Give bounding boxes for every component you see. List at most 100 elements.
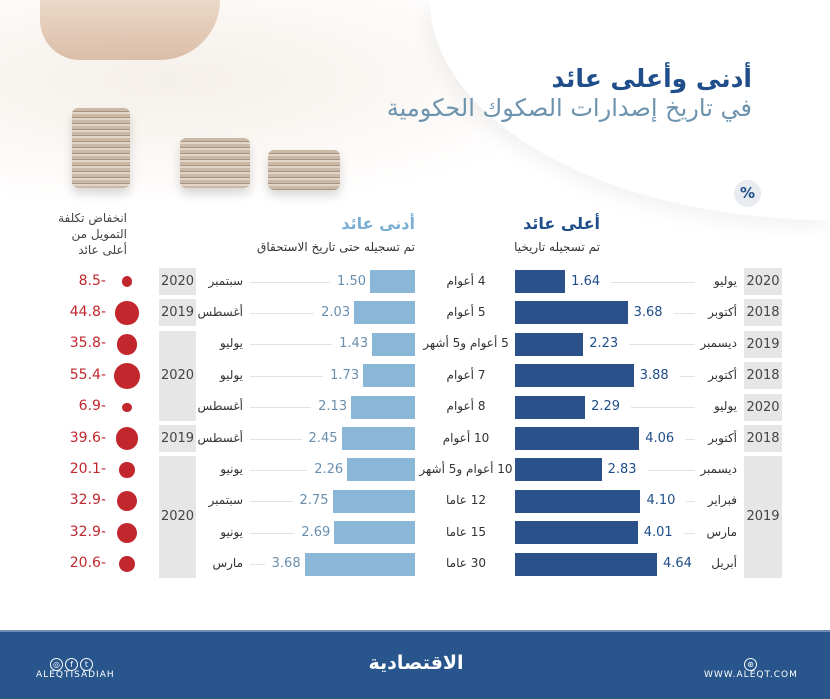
- lowest-bar: [370, 270, 415, 293]
- hand-image: [40, 0, 220, 60]
- highest-bar: [515, 521, 638, 545]
- decline-dot: [113, 362, 141, 389]
- instagram-icon[interactable]: ◎: [50, 658, 63, 671]
- decline-header: انخفاض تكلفة التمويل من أعلى عائد: [58, 210, 127, 258]
- year-label: 2020: [744, 268, 782, 295]
- lowest-value: 1.50: [337, 273, 366, 289]
- decline-dot: [115, 427, 138, 450]
- coin-stack: [72, 108, 130, 188]
- highest-month: مارس: [706, 524, 737, 539]
- twitter-icon[interactable]: t: [80, 658, 93, 671]
- maturity-label: 5 أعوام و5 أشهر: [423, 336, 509, 351]
- highest-month: ديسمبر: [700, 336, 737, 351]
- maturity-label: 12 عاما: [446, 493, 486, 508]
- facebook-icon[interactable]: f: [65, 658, 78, 671]
- lowest-month: سبتمبر: [208, 273, 243, 288]
- leader-line: [250, 312, 315, 314]
- lowest-bar: [354, 301, 415, 325]
- leader-line: [250, 438, 302, 440]
- leader-line: [685, 438, 695, 440]
- decline-dot: [119, 462, 135, 478]
- social-handle[interactable]: ALEQTISADIAH: [36, 670, 115, 680]
- maturity-label: 7 أعوام: [446, 367, 486, 382]
- highest-bar: [515, 332, 584, 356]
- lowest-bar: [334, 521, 415, 545]
- lowest-bar: [363, 364, 415, 388]
- decline-dot: [115, 301, 139, 325]
- leader-line: [683, 532, 695, 534]
- decline-value: 20.6-: [69, 555, 106, 572]
- decline-dot: [121, 276, 133, 287]
- lowest-header: أدنى عائد: [341, 214, 415, 233]
- leader-line: [250, 407, 312, 409]
- highest-value: 2.83: [607, 461, 637, 477]
- leader-line: [631, 407, 695, 409]
- lowest-value: 2.45: [308, 430, 338, 446]
- decline-value: 6.9-: [78, 398, 106, 415]
- lowest-value: 2.69: [301, 524, 331, 540]
- lowest-value: 2.75: [299, 493, 329, 509]
- decline-dot: [122, 402, 132, 412]
- decline-dot: [116, 522, 138, 543]
- decline-value: 39.6-: [69, 429, 106, 446]
- decline-value: 8.5-: [78, 272, 106, 289]
- decline-value: 32.9-: [69, 523, 106, 540]
- logo: الاقتصادية: [368, 652, 464, 674]
- website-link[interactable]: WWW.ALEQT.COM: [704, 670, 798, 680]
- highest-month: يوليو: [713, 399, 737, 414]
- percent-badge: %: [734, 180, 761, 207]
- highest-bar: [515, 395, 586, 419]
- year-label: 2018: [744, 362, 782, 390]
- leader-line: [679, 375, 695, 377]
- highest-value: 4.01: [643, 524, 673, 540]
- decline-value: 44.8-: [69, 303, 106, 320]
- lowest-bar: [351, 395, 415, 419]
- highest-month: أكتوبر: [708, 304, 737, 319]
- leader-line: [250, 564, 265, 566]
- coin-stack: [180, 138, 250, 188]
- highest-month: أكتوبر: [708, 430, 737, 445]
- lowest-bar: [372, 332, 415, 356]
- leader-line: [250, 501, 293, 503]
- highest-bar: [515, 301, 628, 325]
- year-label: 2019: [159, 425, 196, 452]
- leader-line: [647, 469, 695, 471]
- highest-month: يوليو: [713, 273, 737, 288]
- maturity-label: 5 أعوام: [446, 304, 486, 319]
- lowest-bar: [304, 552, 415, 576]
- maturity-label: 30 عاما: [446, 556, 486, 571]
- highest-value: 1.64: [571, 273, 601, 289]
- lowest-month: أغسطس: [197, 399, 243, 414]
- coin-stack: [268, 150, 340, 190]
- maturity-label: 10 أعوام: [442, 430, 490, 445]
- lowest-month: أغسطس: [197, 304, 243, 319]
- leader-line: [250, 532, 295, 534]
- decline-dot: [119, 556, 135, 573]
- highest-header: أعلى عائد: [523, 214, 600, 233]
- highest-bar: [515, 489, 641, 513]
- highest-bar: [515, 364, 634, 388]
- lowest-month: أغسطس: [197, 430, 243, 445]
- lowest-bar: [341, 427, 415, 450]
- globe-icon: ⊛: [744, 658, 757, 671]
- year-label: 2019: [744, 330, 782, 358]
- year-label: 2019: [744, 456, 782, 578]
- lowest-value: 1.43: [339, 336, 369, 352]
- lowest-month: يونيو: [220, 524, 243, 539]
- lowest-value: 3.68: [271, 556, 301, 572]
- title-line1: أدنى وأعلى عائد: [551, 64, 752, 93]
- highest-subheader: تم تسجيله تاريخيا: [514, 240, 600, 254]
- highest-bar: [515, 427, 640, 450]
- decline-value: 32.9-: [69, 492, 106, 509]
- maturity-label: 4 أعوام: [446, 273, 486, 288]
- lowest-subheader: تم تسجيله حتى تاريخ الاستحقاق: [257, 240, 415, 254]
- decline-value: 35.8-: [69, 335, 106, 352]
- decline-header-line: انخفاض تكلفة: [58, 211, 127, 225]
- footer: ◎ f t ALEQTISADIAH الاقتصادية ⊛ WWW.ALEQT.…: [0, 630, 830, 699]
- year-label: 2019: [159, 299, 196, 327]
- highest-value: 4.64: [662, 556, 692, 572]
- highest-value: 3.88: [639, 367, 669, 383]
- leader-line: [673, 312, 695, 314]
- highest-month: أكتوبر: [708, 367, 737, 382]
- highest-bar: [515, 458, 602, 482]
